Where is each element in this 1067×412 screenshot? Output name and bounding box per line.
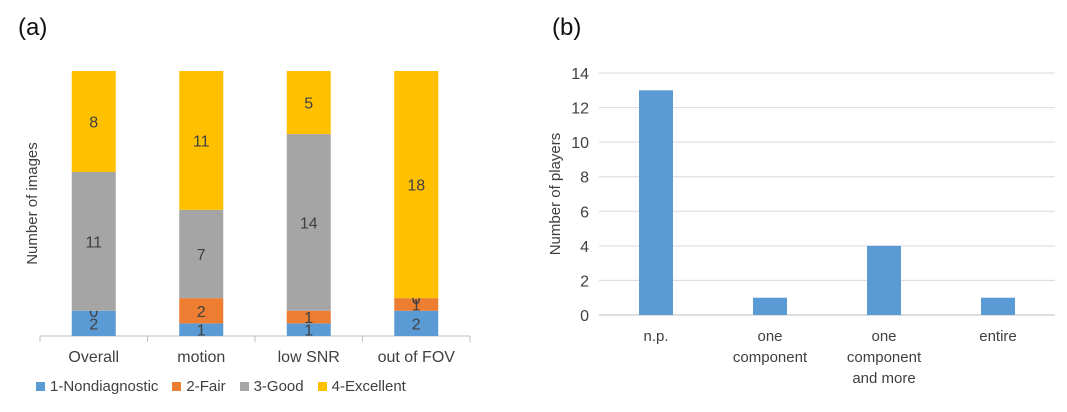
bar-segment	[71, 310, 116, 336]
y-tick-label: 0	[580, 308, 589, 325]
x-tick-label: n.p.	[643, 328, 668, 345]
data-label: 5	[304, 96, 313, 113]
legend-swatch	[317, 382, 327, 391]
x-tick-label: out of FOV	[378, 349, 456, 366]
bar	[981, 297, 1015, 315]
chart-a-legend: 1-Nondiagnostic 2-Fair 3-Good 4-Excellent	[36, 378, 406, 395]
legend-label: 4-Excellent	[331, 378, 406, 395]
data-label: 14	[300, 215, 318, 232]
data-label: 11	[85, 234, 102, 251]
data-label: 1	[304, 323, 313, 340]
data-label: 0	[89, 304, 98, 321]
bar-segment	[286, 323, 331, 336]
data-label: 8	[89, 114, 98, 131]
bar-segment	[179, 209, 224, 299]
legend-label: 1-Nondiagnostic	[50, 378, 159, 395]
y-tick-label: 6	[580, 204, 589, 221]
data-label: 2	[197, 304, 206, 321]
bar-segment	[286, 310, 331, 324]
y-tick-label: 10	[571, 135, 589, 152]
bar-segment	[286, 71, 331, 135]
y-axis-label: Number of images	[24, 142, 41, 265]
data-label: 0	[412, 291, 421, 308]
stacked-bar-chart: Number of images20118Overall12711motion1…	[24, 71, 471, 366]
legend-label: 3-Good	[253, 378, 304, 395]
data-label: 2	[412, 316, 421, 333]
y-tick-label: 2	[580, 273, 589, 290]
bar-segment	[71, 171, 116, 311]
bar-chart-players: Number of players 0 2 4 6 8 10 12 14 n.p. one compo…	[547, 66, 1055, 387]
legend-label: 2-Fair	[186, 378, 226, 395]
bar-segment	[179, 71, 224, 210]
bar-segment	[286, 134, 331, 311]
legend-swatch	[172, 382, 182, 391]
x-tick-label: one component and more	[847, 328, 922, 387]
legend-item: 4-Excellent	[317, 378, 406, 395]
data-label: 7	[197, 247, 206, 264]
legend-swatch	[36, 382, 45, 391]
bar-segment	[394, 71, 439, 299]
y-tick-label: 12	[571, 101, 589, 118]
bar-segment	[394, 298, 439, 311]
bar	[753, 297, 787, 315]
x-tick-label: low SNR	[278, 349, 340, 366]
data-label: 1	[197, 323, 206, 340]
data-label: 2	[89, 316, 98, 333]
y-tick-label: 4	[580, 239, 589, 256]
x-tick-label: one component	[733, 328, 808, 366]
data-label: 1	[304, 310, 313, 327]
data-label: 1	[412, 297, 421, 314]
legend-item: 1-Nondiagnostic	[36, 378, 158, 395]
bar-segment	[179, 323, 224, 336]
data-label: 18	[407, 178, 425, 195]
y-axis-label: Number of players	[547, 133, 564, 256]
bar	[639, 90, 673, 316]
bar	[867, 245, 901, 315]
x-tick-label: motion	[177, 349, 225, 366]
y-tick-label: 8	[580, 170, 589, 187]
panel-a-label: (a)	[18, 14, 48, 41]
panel-b-label: (b)	[552, 14, 582, 41]
y-tick-label: 14	[571, 66, 589, 83]
legend-item: 3-Good	[239, 378, 304, 395]
x-tick-label: entire	[979, 328, 1017, 345]
data-label: 11	[193, 133, 210, 150]
legend-swatch	[239, 382, 249, 391]
bar-segment	[179, 298, 224, 324]
legend-item: 2-Fair	[172, 378, 226, 395]
bar-segment	[394, 310, 439, 336]
bar-segment	[71, 71, 116, 172]
x-tick-label: Overall	[68, 349, 119, 366]
